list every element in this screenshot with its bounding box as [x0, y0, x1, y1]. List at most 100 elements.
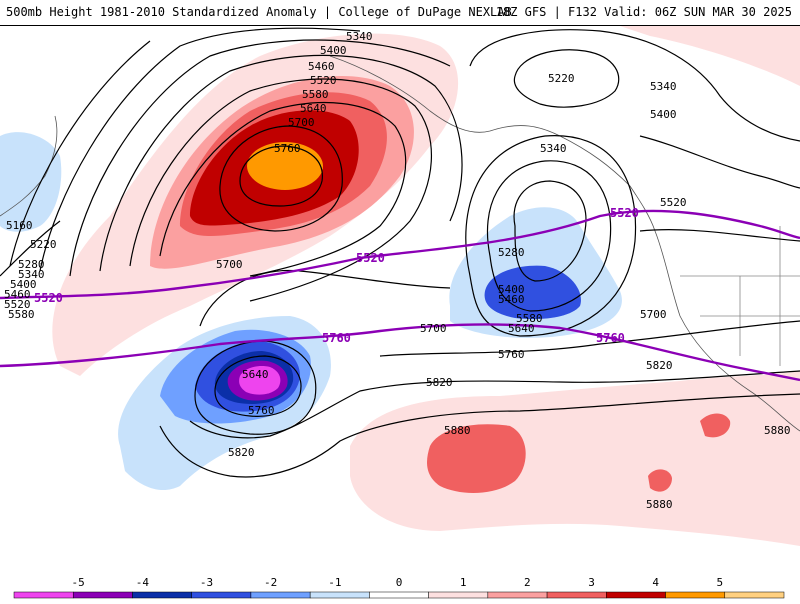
highlight-contours: [0, 209, 800, 382]
legend-tick-label: 1: [460, 576, 467, 589]
coastline-westcoast: [654, 230, 800, 432]
contour-5700-mid: [379, 320, 800, 357]
height-contours: [0, 27, 800, 478]
negative-anomaly-sw-peak: [239, 366, 281, 395]
legend-tick-label: -2: [264, 576, 277, 589]
contour-label: 5520: [660, 196, 687, 209]
contour-label: 5820: [646, 359, 673, 372]
contour-label: 5340: [540, 142, 567, 155]
contour-label: 5760: [274, 142, 301, 155]
contour-label: 5400: [10, 278, 37, 291]
contour-label: 5460: [4, 288, 31, 301]
contour-label: 5280: [498, 246, 525, 259]
legend-tick-label: 3: [588, 576, 595, 589]
legend-tick-label: -1: [328, 576, 341, 589]
contour-5400-north: [39, 27, 361, 272]
contour-5340-ne: [469, 29, 800, 142]
contour-label: 5580: [516, 312, 543, 325]
contour-5400-ne: [639, 135, 800, 189]
contour-5460-north: [69, 39, 451, 277]
contour-label: 5220: [30, 238, 57, 251]
positive-anomaly-south-medium: [427, 424, 526, 493]
legend-swatch: [665, 591, 726, 599]
highlight-contour-5760: [0, 323, 800, 382]
anomaly-map: 5340 5400 5460 5520 5580 5640 5700 5760 …: [0, 26, 800, 546]
contour-high-2: [219, 125, 343, 232]
contour-5520-north: [99, 54, 463, 272]
legend-tick-label: 5: [717, 576, 724, 589]
contour-label: 5700: [216, 258, 243, 271]
legend-swatch: [72, 591, 133, 599]
highlight-labels: 5520 5520 5520 5760 5760: [34, 206, 639, 345]
contour-label: 5880: [646, 498, 673, 511]
contour-label: 5340: [346, 30, 373, 43]
contour-label: 5820: [228, 446, 255, 459]
title-bar: 500mb Height 1981-2010 Standardized Anom…: [0, 0, 800, 26]
legend-tick-label: 4: [652, 576, 659, 589]
contour-low-ring-2: [194, 340, 317, 435]
contour-label: 5700: [420, 322, 447, 335]
contour-5520-ne: [639, 229, 800, 242]
legend-tick-label: -5: [72, 576, 85, 589]
contour-label: 5400: [320, 44, 347, 57]
contour-aleutian-low-1: [513, 180, 587, 282]
contour-label: 5340: [18, 268, 45, 281]
legend-swatch: [487, 591, 548, 599]
positive-anomaly-light-south: [350, 371, 800, 546]
contour-label: 5520: [310, 74, 337, 87]
negative-anomaly-central-strong: [484, 265, 581, 320]
legend-swatch: [309, 591, 370, 599]
contour-label: 5700: [640, 308, 667, 321]
contour-label: 5880: [444, 424, 471, 437]
contour-5820-south: [159, 393, 800, 478]
contour-aleutian-low-2: [486, 160, 612, 312]
coastline-alaska: [329, 55, 656, 232]
state-borders: [680, 226, 800, 366]
contour-label: 5880: [764, 424, 791, 437]
legend-swatch: [191, 591, 252, 599]
contour-label: 5460: [498, 293, 525, 306]
contour-5640-north: [159, 102, 407, 277]
contour-label: 5580: [8, 308, 35, 321]
legend-tick-label: 0: [396, 576, 403, 589]
legend-tick-label: 2: [524, 576, 531, 589]
contour-5580-north: [129, 78, 432, 302]
contour-aleutian-low-3: [465, 135, 637, 337]
legend-swatch: [13, 591, 74, 599]
legend-bar: -5 -4 -3 -2 -1 0 1 2 3 4 5: [13, 576, 785, 599]
legend-swatch: [606, 591, 666, 599]
contour-label: 5460: [308, 60, 335, 73]
contour-5280-west: [0, 220, 61, 277]
positive-anomaly-southeast-medium-2: [648, 469, 672, 492]
contour-low-ring-1: [214, 355, 302, 417]
contour-5220-north: [513, 49, 620, 108]
contour-label: 5400: [650, 108, 677, 121]
contour-label: 5640: [508, 322, 535, 335]
highlight-label: 5760: [322, 331, 351, 345]
run-info: 18Z GFS | F132 Valid: 06Z SUN MAR 30 202…: [495, 5, 792, 19]
contour-label: 5220: [548, 72, 575, 85]
contour-labels: 5340 5400 5460 5520 5580 5640 5700 5760 …: [4, 30, 791, 511]
coastline-asia: [0, 115, 58, 217]
legend-tick-label: -4: [136, 576, 150, 589]
highlight-label: 5520: [610, 206, 639, 220]
contour-label: 5340: [650, 80, 677, 93]
legend-swatch: [132, 591, 192, 599]
color-legend: -5 -4 -3 -2 -1 0 1 2 3 4 5: [0, 570, 800, 600]
contour-high-1: [239, 145, 323, 207]
contour-5760: [189, 370, 800, 439]
contour-label: 5640: [242, 368, 269, 381]
contour-label: 5760: [248, 404, 275, 417]
legend-swatch: [724, 591, 785, 599]
contour-label: 5280: [18, 258, 45, 271]
highlight-label: 5520: [34, 291, 63, 305]
legend-swatch: [369, 591, 429, 599]
coastlines: [0, 55, 800, 432]
positive-anomaly-peak: [247, 142, 323, 190]
contour-label: 5760: [498, 348, 525, 361]
contour-label: 5700: [288, 116, 315, 129]
contour-label: 5640: [300, 102, 327, 115]
contour-label: 5400: [498, 283, 525, 296]
negative-anomaly-west: [0, 132, 62, 232]
legend-tick-label: -3: [200, 576, 213, 589]
